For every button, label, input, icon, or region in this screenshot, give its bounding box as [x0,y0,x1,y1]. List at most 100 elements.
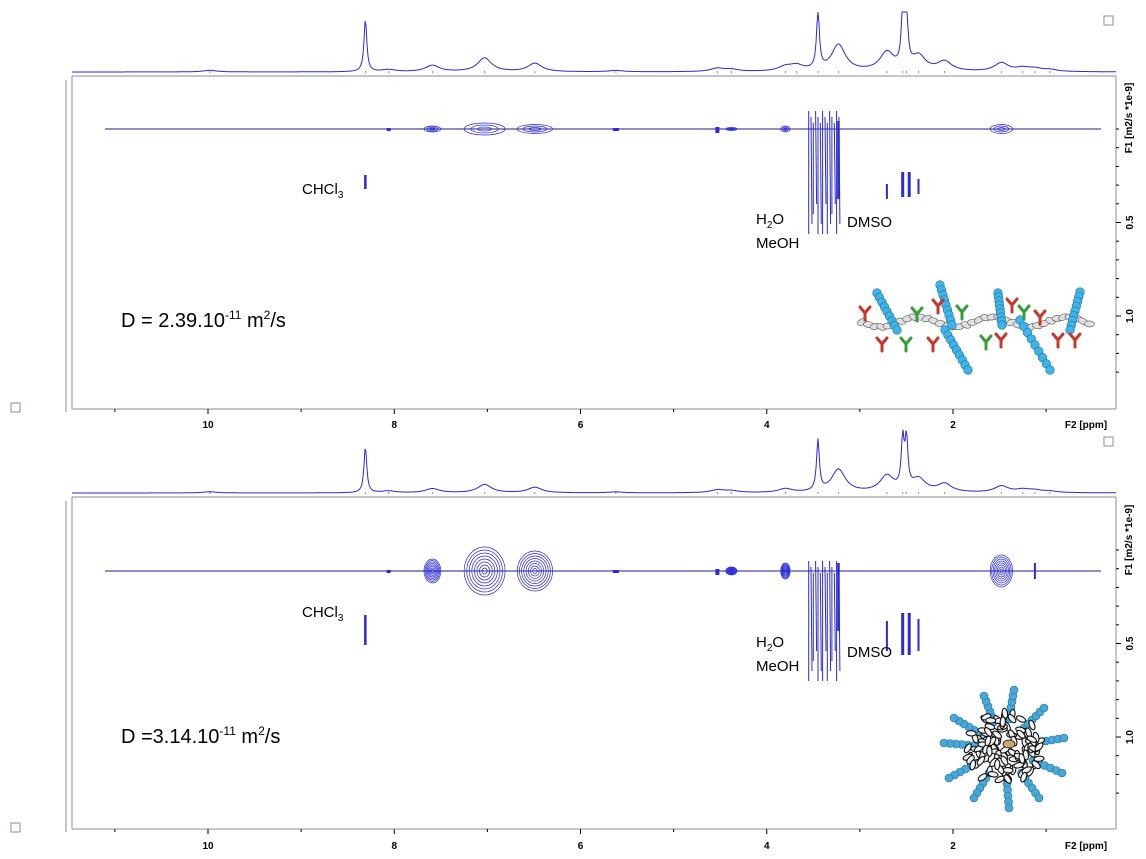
dmso-label: DMSO [847,644,892,661]
water-methanol-contour [815,110,818,205]
side-group [926,336,940,353]
contour-ellipse [729,569,734,573]
contour-ellipse [997,127,1006,131]
polymer-bead [1045,365,1055,375]
solvent-contour [885,184,888,199]
polymer-bead [997,320,1007,330]
x-tick-label: 10 [202,841,214,852]
side-group [1068,332,1082,349]
projection-peak [886,492,888,494]
solvent-contour [917,179,920,194]
diffusion-coefficient-label: D =3.14.10-11 m2/s [121,724,280,748]
solvent-contour [901,613,905,655]
projection-peak [615,71,617,73]
contour-ellipse [527,563,542,579]
projection-peak [534,492,536,494]
solvent-contour [364,615,367,645]
contour-ellipse [476,561,493,581]
core-unit [1028,719,1036,731]
polymer-bead [944,773,954,783]
x-tick-label: 6 [578,420,584,431]
core-unit [992,730,1002,739]
contour-ellipse [521,555,549,587]
core-unit [1013,761,1025,769]
solvent-contour [917,619,920,651]
projection-peak [615,492,617,494]
f2-projection-spectrum [72,429,1116,494]
contour-ellipse [470,124,499,134]
polymer-bead [949,713,959,723]
solvent-contour [612,128,619,131]
x-tick-label: 10 [202,420,214,431]
water-methanol-contour [829,110,832,225]
side-group [994,332,1008,349]
core-unit [1031,760,1041,770]
square-marker-icon [1103,15,1114,26]
side-group [858,305,872,322]
contour-ellipse [477,126,492,132]
contour-ellipse [522,125,548,133]
core-unit [985,717,997,724]
projection-peak [534,71,536,73]
contour-ellipse [993,125,1010,133]
linear-polymer-brush-illustration [857,280,1095,375]
core-unit [976,756,986,766]
core-unit [1007,713,1017,724]
core-unit [1018,753,1026,764]
projection-peak [716,71,719,73]
solvent-contour [1033,563,1036,579]
y-ticks: 0.5 1.0 [1116,549,1136,794]
contour-ellipse [471,555,498,587]
contour-ellipse [784,569,787,573]
solvent-contour [715,569,720,575]
chcl3-label: CHCl3 [302,181,344,201]
h2o-label: H2O [756,634,784,654]
water-methanol-contour [824,566,827,652]
contour-ellipse [528,127,542,131]
y-tick-label: 0.5 [1125,215,1136,229]
projection-peak [886,71,888,73]
core-unit [1001,707,1009,719]
solvent-contour [364,175,367,189]
projection-peak [837,71,840,73]
f2-projection-spectrum [72,11,1116,73]
contour-ellipse [463,546,506,596]
contour-ellipse [425,561,440,581]
contour-ellipse [780,562,791,580]
contour-ellipse [730,570,733,572]
projection-peak [1034,492,1036,494]
square-marker-icon [1103,436,1114,447]
contour-ellipse [431,569,434,573]
side-group [875,336,889,353]
x-ticks: 10 8 6 4 2 [114,829,1047,852]
solvent-contour [837,121,840,199]
contour-ellipse [728,569,734,573]
water-methanol-contour [824,116,827,205]
projection-peak [784,492,787,494]
projection-peak [1022,492,1024,494]
water-methanol-contour [833,572,836,652]
polymer-bead [979,691,989,701]
contour-ellipse [523,558,547,584]
contour-ellipse [516,124,553,134]
side-group [899,336,913,353]
contour-ellipse [519,553,551,589]
contour-ellipse [995,562,1008,580]
projection-peak [730,492,733,494]
contour-ellipse [989,554,1013,588]
y-tick-label: 1.0 [1125,309,1136,323]
water-methanol-contour [819,122,822,225]
solvent-contour [907,172,911,197]
contour-ellipse [998,566,1005,576]
projection-peak [364,492,366,494]
core-unit [1015,715,1027,723]
side-group [955,304,969,321]
contour-ellipse [781,564,790,578]
contour-ellipse [530,565,540,577]
projection-peak [1000,492,1003,494]
projection-peak [1022,71,1024,73]
core-unit [1020,771,1028,783]
contour-ellipse [474,558,496,584]
projection-peak [1034,71,1036,73]
x-tick-label: 8 [391,841,397,852]
